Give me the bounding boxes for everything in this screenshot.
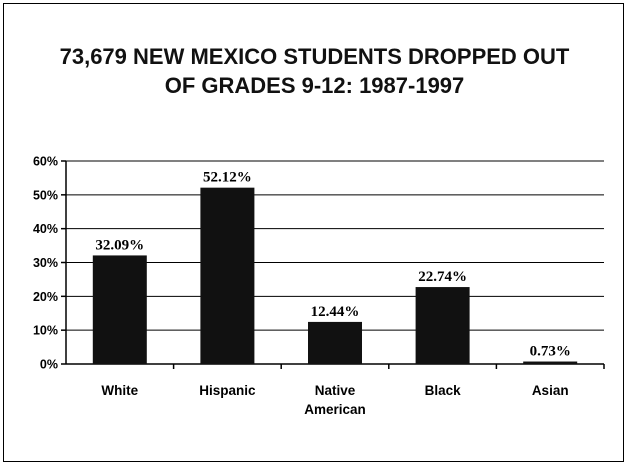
category-label: American	[304, 402, 366, 417]
y-tick-label: 10%	[33, 324, 58, 338]
y-tick-label: 40%	[33, 222, 58, 236]
data-label: 52.12%	[203, 170, 252, 186]
y-tick-label: 50%	[33, 188, 58, 202]
bar	[200, 187, 255, 364]
category-label: Hispanic	[199, 383, 256, 398]
y-tick-label: 30%	[33, 256, 58, 270]
bar	[92, 255, 147, 364]
bar	[308, 321, 362, 364]
data-label: 22.74%	[418, 269, 467, 285]
y-tick-label: 0%	[40, 358, 58, 372]
chart-title: 73,679 NEW MEXICO STUDENTS DROPPED OUT O…	[0, 42, 629, 100]
chart-title-line-1: 73,679 NEW MEXICO STUDENTS DROPPED OUT	[59, 44, 570, 69]
y-tick-label: 20%	[33, 290, 58, 304]
bar	[523, 361, 578, 364]
category-label: Black	[425, 383, 462, 398]
chart-frame	[3, 3, 624, 462]
category-label: Native	[315, 383, 356, 398]
category-label: Asian	[532, 383, 569, 398]
data-label: 12.44%	[311, 304, 360, 320]
chart-title-line-2: OF GRADES 9-12: 1987-1997	[164, 73, 465, 98]
y-tick-label: 60%	[33, 155, 58, 169]
category-label: White	[101, 383, 138, 398]
bar	[415, 287, 470, 364]
data-label: 32.09%	[95, 237, 144, 253]
data-label: 0.73%	[530, 344, 571, 360]
